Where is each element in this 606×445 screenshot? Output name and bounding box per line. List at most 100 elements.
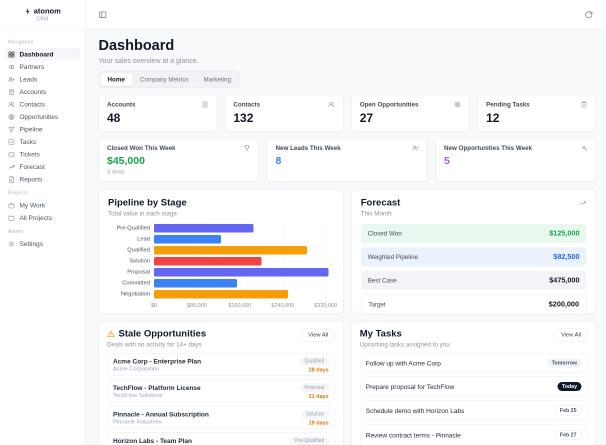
sidebar-item-label: Pipeline bbox=[19, 125, 43, 134]
forecast-row-label: Best Case bbox=[367, 277, 397, 284]
sidebar-item-accounts[interactable]: Accounts bbox=[5, 86, 80, 99]
sidebar-item-opportunities[interactable]: Opportunities bbox=[5, 111, 80, 124]
sidebar-item-label: Tickets bbox=[19, 150, 40, 159]
dashboard-tabs: Home Company Metrics Marketing bbox=[98, 71, 240, 88]
chart-bar-negotiation bbox=[154, 290, 289, 299]
stat-card-header: Accounts bbox=[107, 101, 208, 108]
forecast-row-label: Target bbox=[368, 301, 386, 308]
tab-home[interactable]: Home bbox=[100, 73, 132, 86]
highlight-card-new-opportunities-this-week: New Opportunities This Week 5 bbox=[435, 138, 596, 182]
logo-bolt-icon bbox=[24, 8, 32, 16]
forecast-row-target: Target $200,000 bbox=[360, 294, 587, 315]
opportunity-name: Acme Corp - Enterprise Plan bbox=[113, 357, 202, 365]
stat-value: 12 bbox=[486, 111, 500, 126]
sidebar-item-partners[interactable]: Partners bbox=[5, 61, 80, 74]
check-square-icon bbox=[8, 138, 15, 145]
tab-marketing[interactable]: Marketing bbox=[196, 73, 237, 86]
tasks-view-all-button[interactable]: View All bbox=[554, 328, 588, 342]
gear-icon bbox=[8, 240, 15, 247]
sidebar: atonom CRM Navigation Dashboard Partners Le… bbox=[0, 0, 86, 445]
target-icon bbox=[8, 113, 15, 120]
stage-badge: Pre-Qualified bbox=[290, 436, 329, 445]
chart-category-label: Solution bbox=[129, 258, 150, 264]
main-area: Dashboard Your sales overview at a glanc… bbox=[85, 0, 606, 445]
stale-opportunity-item[interactable]: Horizon Labs - Team PlanHorizon Labs Pre-… bbox=[107, 432, 335, 445]
chart-category-labels: Pre-Qualified Lead Qualified Solution Propos… bbox=[108, 224, 154, 310]
highlight-card-new-leads-this-week: New Leads This Week 8 bbox=[267, 138, 428, 182]
forecast-card: Forecast This Month Closed Won $125,000 We… bbox=[351, 189, 596, 315]
sidebar-nav: Navigation Dashboard Partners Leads Accounts… bbox=[0, 29, 85, 257]
chart-gridline bbox=[239, 224, 241, 310]
stat-label: Open Opportunities bbox=[359, 101, 419, 108]
dashboard-content: Dashboard Your sales overview at a glanc… bbox=[86, 30, 606, 445]
task-item[interactable]: Schedule demo with Horizon Labs Feb 25 bbox=[359, 400, 588, 421]
highlight-value: $45,000 bbox=[107, 155, 145, 167]
user-plus-icon bbox=[8, 76, 15, 83]
forecast-subtitle: This Month bbox=[360, 210, 392, 217]
funnel-icon bbox=[8, 126, 15, 133]
stale-opportunity-item[interactable]: Pinnacle - Annual Subscription Pinnacle I… bbox=[107, 406, 335, 429]
logo-text: atonom bbox=[33, 7, 61, 16]
stat-value: 48 bbox=[107, 111, 121, 126]
stale-item-meta: Qualified 28 days bbox=[300, 356, 329, 373]
chart-bar-solution bbox=[154, 257, 262, 266]
stat-value: 132 bbox=[233, 111, 254, 126]
stale-item-info: Pinnacle - Annual Subscription Pinnacle I… bbox=[113, 410, 209, 425]
task-item[interactable]: Review contract terms - Pinnacle Feb 27 bbox=[359, 424, 588, 445]
stage-badge: Solution bbox=[301, 410, 329, 419]
highlight-card-header: Closed Won This Week bbox=[107, 145, 251, 152]
task-due-badge: Tomorrow bbox=[547, 358, 582, 368]
chart-gridlines bbox=[154, 224, 334, 310]
stale-opportunity-item[interactable]: Acme Corp - Enterprise Plan Acme Corporat… bbox=[107, 353, 335, 376]
highlight-sub bbox=[444, 169, 588, 175]
sidebar-toggle-button[interactable] bbox=[97, 8, 110, 21]
days-stale: 19 days bbox=[308, 420, 329, 426]
stale-view-all-button[interactable]: View All bbox=[301, 328, 335, 342]
stale-opportunities-card: Stale Opportunities Deals with no activi… bbox=[98, 321, 344, 445]
highlight-value: 5 bbox=[444, 155, 450, 167]
highlight-label: New Leads This Week bbox=[275, 144, 341, 152]
stale-item-meta: Proposal 21 days bbox=[300, 383, 329, 400]
task-item[interactable]: Prepare proposal for TechFlow Today bbox=[359, 376, 588, 397]
forecast-rows: Closed Won $125,000 Weighted Pipeline $82,5… bbox=[360, 224, 587, 315]
forecast-row-label: Closed Won bbox=[367, 230, 402, 237]
sidebar-item-leads[interactable]: Leads bbox=[5, 73, 80, 86]
sidebar-item-pipeline[interactable]: Pipeline bbox=[5, 123, 80, 136]
chart-x-tick-label: $320,000 bbox=[314, 302, 338, 309]
handshake-icon bbox=[8, 63, 15, 70]
refresh-button[interactable] bbox=[583, 8, 596, 21]
highlight-card-closed-won-this-week: Closed Won This Week $45,000 3 deals bbox=[98, 138, 259, 182]
sidebar-item-tickets[interactable]: Tickets bbox=[5, 148, 80, 161]
stale-opportunity-item[interactable]: TechFlow - Platform License TechFlow Solu… bbox=[107, 379, 335, 403]
highlight-card-header: New Opportunities This Week bbox=[444, 145, 588, 152]
sidebar-item-all-projects[interactable]: All Projects bbox=[5, 212, 80, 225]
opportunity-company: TechFlow Solutions bbox=[113, 392, 163, 399]
sidebar-item-my-work[interactable]: My Work bbox=[5, 199, 80, 212]
pipeline-chart: Pre-Qualified Lead Qualified Solution Propos… bbox=[108, 224, 338, 310]
days-stale: 21 days bbox=[308, 393, 329, 400]
sidebar-item-tasks[interactable]: Tasks bbox=[5, 136, 80, 149]
sidebar-item-label: Contacts bbox=[19, 100, 46, 109]
task-item[interactable]: Follow up with Acme Corp Tomorrow bbox=[359, 353, 588, 373]
chart-x-tick-label: $240,000 bbox=[271, 302, 295, 309]
forecast-row-value: $125,000 bbox=[549, 229, 580, 238]
tab-company-metrics[interactable]: Company Metrics bbox=[133, 73, 196, 86]
stage-badge: Proposal bbox=[300, 383, 329, 392]
chart-x-tick-label: $160,000 bbox=[228, 302, 252, 309]
sidebar-item-contacts[interactable]: Contacts bbox=[5, 98, 80, 111]
highlight-sub: 3 deals bbox=[107, 169, 125, 175]
sidebar-item-reports[interactable]: Reports bbox=[5, 173, 80, 186]
chart-category-label: Pre-Qualified bbox=[116, 225, 150, 231]
users-icon bbox=[8, 101, 15, 108]
sidebar-item-dashboard[interactable]: Dashboard bbox=[5, 48, 80, 61]
days-stale: 28 days bbox=[308, 367, 329, 373]
task-due-badge: Today bbox=[557, 382, 582, 391]
ticket-icon bbox=[8, 151, 15, 158]
sidebar-item-settings[interactable]: Settings bbox=[5, 238, 80, 251]
highlight-label: New Opportunities This Week bbox=[444, 144, 533, 152]
chart-x-tick-label: $80,000 bbox=[186, 302, 207, 309]
building-icon bbox=[201, 101, 208, 108]
stat-label: Accounts bbox=[107, 101, 136, 108]
sidebar-item-forecast[interactable]: Forecast bbox=[5, 161, 80, 174]
sidebar-item-label: Accounts bbox=[19, 88, 47, 96]
